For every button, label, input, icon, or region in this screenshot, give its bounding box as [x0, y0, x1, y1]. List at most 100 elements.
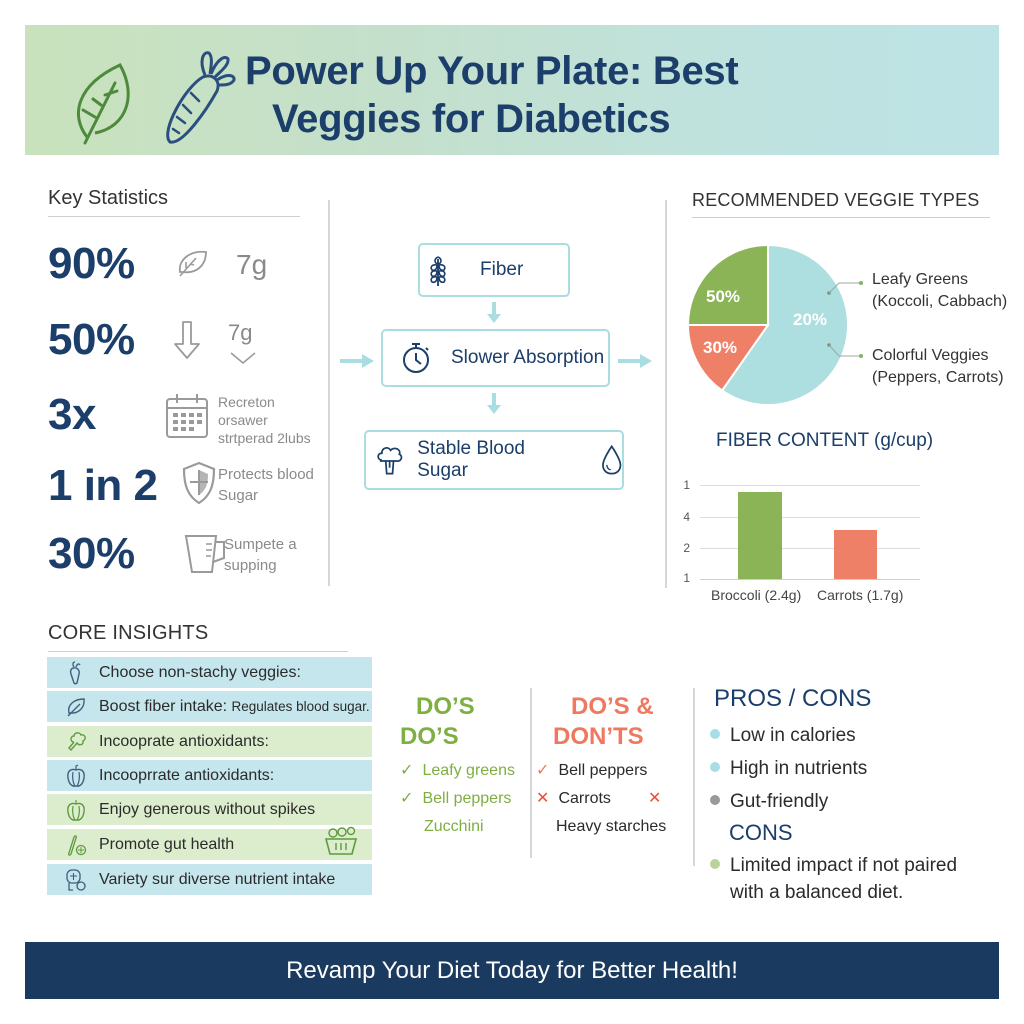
title-line-1: Power Up Your Plate: Best [245, 49, 739, 93]
title-line-2: Veggies for Diabetics [272, 97, 671, 141]
pie-slice-green [686, 243, 769, 326]
cons-list: Limited impact if not paired with a bala… [710, 852, 957, 906]
donts-item: ✕ Carrots ✕ [536, 785, 676, 813]
leaf-icon [178, 250, 207, 277]
stat-value: 50% [48, 315, 135, 364]
calendar-icon [166, 394, 208, 438]
gridline [700, 548, 920, 549]
basket-icon [324, 826, 358, 855]
arrow-right-icon [618, 354, 652, 368]
flow-step-label: Slower Absorption [451, 347, 605, 368]
divider [693, 688, 695, 866]
insight-item: Boost fiber intake: Regulates blood suga… [47, 691, 372, 722]
x-icon: ✕ [536, 790, 550, 807]
arrow-down-icon [487, 393, 501, 414]
pros-item: Low in calories [710, 719, 867, 752]
check-icon: ✓ [400, 790, 414, 807]
stat-value: 1 in 2 [48, 461, 158, 510]
legend-leader-lines [827, 281, 863, 358]
insight-item: Incooprate antioxidants: [47, 726, 372, 757]
pros-cons-heading: PROS / CONS [714, 685, 872, 712]
leaf-icon [77, 63, 130, 145]
insight-item: Variety sur diverse nutrient intake [47, 864, 372, 895]
dos-list: ✓ Leafy greens ✓ Bell peppers Zucchini [400, 757, 515, 841]
gridline [700, 485, 920, 486]
core-insights-heading: CORE INSIGHTS [48, 622, 348, 652]
insight-item: Choose non-stachy veggies: [47, 657, 372, 688]
stat-note: Sumpete a supping [224, 536, 297, 574]
arrow-right-icon [340, 354, 374, 368]
broccoli-icon [377, 447, 403, 475]
bullet-dot [710, 795, 720, 805]
key-statistics-heading: Key Statistics [48, 187, 300, 217]
stopwatch-icon [403, 343, 429, 373]
flow-step-fiber: Fiber [418, 243, 570, 297]
header-banner: Power Up Your Plate: Best Veggies for Di… [25, 25, 999, 155]
bullet-dot [710, 729, 720, 739]
dos-item: ✓ Bell peppers [400, 785, 515, 813]
bell-pepper-icon [67, 799, 85, 821]
stat-row: 30% Sumpete a supping [48, 526, 318, 582]
bar-carrots [834, 530, 877, 579]
dos-heading: DO’S DO’S [400, 693, 475, 750]
cons-heading: CONS [729, 820, 793, 845]
pros-list: Low in calories High in nutrients Gut-fr… [710, 719, 867, 818]
stat-note: Protects blood Sugar [218, 466, 314, 504]
pie-chart [686, 243, 850, 406]
x-label: Broccoli (2.4g) [711, 587, 802, 603]
wheat-icon [430, 256, 446, 286]
y-tick: 1 [683, 478, 690, 492]
water-drop-icon [601, 444, 621, 475]
pie-label: 50% [706, 287, 741, 306]
divider [665, 200, 667, 588]
bar-broccoli [738, 492, 782, 579]
stat-note: 7g [228, 320, 253, 345]
divider [530, 688, 532, 858]
dos-item: Zucchini [424, 818, 484, 835]
bullet-dot [710, 762, 720, 772]
arrow-down-icon [487, 302, 501, 323]
dos-item: ✓ Leafy greens [400, 757, 515, 785]
insight-item: Enjoy generous without spikes [47, 794, 372, 825]
footer-banner: Revamp Your Diet Today for Better Health… [25, 942, 999, 999]
donts-list: ✓ Bell peppers ✕ Carrots ✕ Heavy starches [536, 757, 676, 841]
bell-pepper-icon [67, 763, 85, 787]
stat-note: 7g [236, 249, 268, 280]
fiber-chart-title: FIBER CONTENT (g/cup) [716, 430, 934, 451]
stat-note: Recreton orsawer strtperad 2lubs [218, 394, 311, 446]
footer-text: Revamp Your Diet Today for Better Health… [286, 956, 738, 984]
pros-item: High in nutrients [710, 752, 867, 785]
y-tick: 2 [683, 541, 690, 555]
gridline [700, 517, 920, 518]
x-icon: ✕ [648, 790, 662, 807]
stat-row: 50% 7g [48, 312, 318, 368]
chevron-down-icon [230, 352, 256, 365]
check-icon: ✓ [536, 762, 550, 779]
y-tick: 4 [683, 510, 690, 524]
stat-value: 90% [48, 239, 135, 288]
stat-value: 3x [48, 390, 96, 439]
donts-item: Heavy starches [556, 818, 667, 835]
stat-row: 1 in 2 Protects blood Sugar [48, 458, 318, 514]
y-tick: 1 [683, 571, 690, 585]
insight-item: Promote gut health [47, 826, 372, 860]
legend-item-colorful-veggies: Colorful Veggies (Peppers, Carrots) [872, 347, 1004, 386]
recommended-veggie-types-heading: RECOMMENDED VEGGIE TYPES [692, 190, 990, 218]
pie-slice-salmon [686, 324, 770, 392]
flow-step-label: Fiber [480, 259, 524, 280]
flow-step-stable-blood-sugar: Stable Blood Sugar [364, 430, 624, 490]
stat-row: 90% 7g [48, 236, 318, 292]
page-title: Power Up Your Plate: Best Veggies for Di… [245, 47, 945, 143]
pie-slice-teal [720, 243, 850, 406]
carrot-icon [166, 51, 236, 144]
carrot-icon [69, 660, 81, 684]
check-icon: ✓ [400, 762, 414, 779]
nutrients-icon [66, 868, 86, 891]
flow-step-label: Stable Blood Sugar [417, 438, 525, 481]
shield-icon [182, 461, 216, 505]
pie-label: 30% [703, 338, 738, 357]
donts-item: ✓ Bell peppers [536, 757, 676, 785]
arrow-down-icon [174, 321, 200, 359]
vegetables-icon [68, 834, 87, 856]
divider [328, 200, 330, 586]
